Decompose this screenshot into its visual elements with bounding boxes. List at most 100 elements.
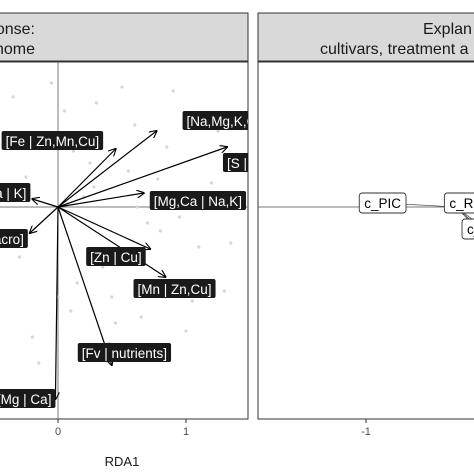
sample-score-point: [18, 255, 22, 259]
sample-score-point: [197, 245, 201, 249]
loading-label: [Fe | Zn,Mn,Cu]: [1, 131, 104, 150]
sample-score-point: [135, 205, 139, 209]
strip-left: [0, 12, 249, 62]
loading-label-text: [Na,Mg,K,Ca | N,S,P]: [187, 114, 314, 129]
loading-label-box: [77, 343, 172, 362]
sample-score-point: [190, 299, 194, 303]
loading-arrow: [57, 193, 144, 208]
sample-score-point: [133, 123, 137, 127]
loading-label: [Na | K]: [0, 183, 31, 202]
strip-right-line2: cultivars, treatment a: [320, 41, 469, 58]
explanatory-label-box: [443, 192, 474, 214]
sample-score-point: [62, 109, 66, 113]
loading-label-box: [0, 183, 31, 202]
sample-score-point: [165, 145, 169, 149]
loading-label-box: [0, 229, 28, 248]
loading-label: [Mg,Ca | Na,K]: [149, 191, 247, 210]
sample-score-point: [50, 81, 54, 85]
loading-arrows: [30, 131, 227, 399]
explanatory-label: c_PIC: [358, 192, 407, 214]
loading-label-box: [182, 111, 248, 130]
loading-label-box: [1, 131, 104, 150]
loading-label-box: [133, 279, 216, 298]
loading-arrow: [57, 206, 166, 277]
sample-score-point: [101, 265, 105, 269]
sample-score-point: [210, 181, 214, 185]
sample-score-point: [216, 129, 220, 133]
explanatory-label-box: [461, 218, 474, 240]
loading-arrow: [30, 206, 59, 233]
strip-left-line1: Response:: [0, 21, 35, 38]
sample-score-point: [178, 215, 182, 219]
strip-right: [257, 12, 474, 62]
sample-score-point: [156, 177, 160, 181]
sample-score-point: [24, 175, 28, 179]
explanatory-label-text: c_PIC: [364, 196, 401, 211]
loading-arrow: [57, 131, 157, 208]
loading-arrow: [57, 206, 150, 249]
sample-score-point: [30, 335, 34, 339]
loading-label-box: [86, 247, 146, 266]
explanatory-label: c_LIG: [461, 218, 474, 240]
loading-label-text: [Fv | nutrients]: [82, 346, 167, 361]
sample-score-point: [110, 295, 114, 299]
sample-score-point: [222, 289, 226, 293]
sample-score-point: [88, 161, 92, 165]
loading-label-box: [222, 153, 248, 172]
sample-score-point: [184, 329, 188, 333]
loading-arrow: [32, 199, 59, 208]
plot-right-frame: [257, 61, 474, 420]
x-axis-title: RDA1: [105, 454, 140, 469]
loading-label: [Mg | Ca]: [0, 389, 56, 408]
explanatory-label: c_ROM: [443, 192, 474, 214]
panel-right: Explan cultivars, treatment a c_Cc_TURc_…: [257, 12, 474, 438]
loading-label: [• | macro]: [0, 229, 28, 248]
loading-label-text: [Fe | Zn,Mn,Cu]: [6, 134, 100, 149]
explanatory-label-box: [358, 192, 407, 214]
sample-score-point: [120, 85, 124, 89]
sample-score-point: [75, 281, 79, 285]
sample-score-point: [229, 241, 233, 245]
strip-left-line2: ionome: [0, 41, 35, 58]
sample-score-point: [139, 315, 143, 319]
loading-labels: [Na,Mg,K,Ca | N,S,P] [S | N] [Fe | Zn,Mn,C…: [0, 111, 314, 408]
sample-score-point: [92, 185, 96, 189]
loading-arrow: [55, 206, 58, 399]
sample-score-point: [11, 95, 15, 99]
loading-label-text: [Mn | Zn,Cu]: [138, 282, 212, 297]
loading-label-box: [0, 389, 56, 408]
loading-label: [Fv | nutrients]: [77, 343, 172, 362]
loading-label-text: [S | N]: [227, 156, 264, 171]
sample-score-point: [71, 149, 75, 153]
strip-right-line1: Explan: [423, 21, 472, 38]
loading-label-text: [• | macro]: [0, 232, 24, 247]
x-tick-label-neg1: -1: [361, 426, 371, 438]
loading-label-text: [Mg,Ca | Na,K]: [154, 194, 242, 209]
sample-score-point: [158, 229, 162, 233]
loading-arrow: [57, 147, 227, 208]
x-tick-label-0: 0: [55, 426, 61, 438]
loading-label-text: [Na | K]: [0, 186, 26, 201]
sample-score-point: [126, 169, 130, 173]
explanatory-label-text: c_LIG: [467, 222, 474, 237]
loading-label: [Zn | Cu]: [86, 247, 146, 266]
loading-label: [S | N]: [222, 153, 264, 172]
sample-score-point: [114, 321, 118, 325]
explanatory-label-text: c_ROM: [449, 196, 474, 211]
sample-score-point: [171, 89, 175, 93]
sample-score-point: [37, 361, 41, 365]
sample-score-point: [69, 309, 73, 313]
panel-left: Response: ionome [Na,Mg,K,Ca | N,S,P] [S …: [0, 12, 314, 438]
loading-arrow: [57, 206, 112, 365]
loading-label-text: [Zn | Cu]: [90, 250, 142, 265]
loading-label-box: [149, 191, 247, 210]
sample-score-point: [94, 101, 98, 105]
loading-label: [Mn | Zn,Cu]: [133, 279, 216, 298]
label-leader-line: [455, 206, 474, 225]
loading-label-text: [Mg | Ca]: [0, 392, 51, 407]
sample-score-point: [146, 221, 150, 225]
x-tick-label-1: 1: [183, 426, 189, 438]
loading-arrow: [57, 149, 116, 208]
explanatory-labels: c_Cc_TURc_CHIc_PICc_ROMc_LIGc_LIG:t*c_ES…: [358, 192, 474, 240]
